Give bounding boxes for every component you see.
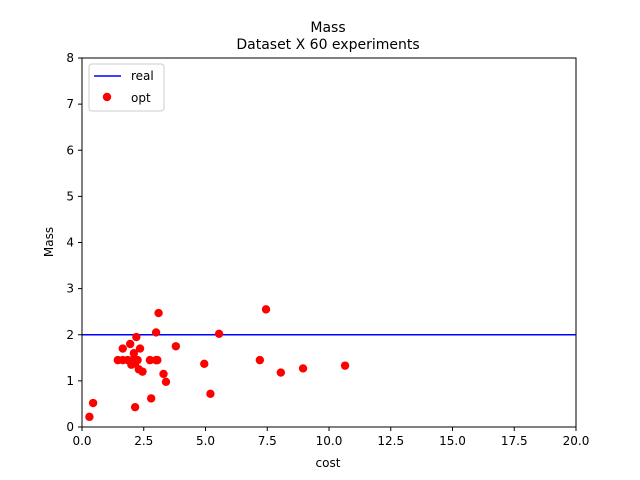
opt-point: [130, 402, 140, 412]
y-tick-label: 6: [66, 143, 74, 157]
opt-point: [133, 355, 142, 365]
opt-point: [161, 377, 171, 386]
y-axis-label: Mass: [42, 227, 56, 257]
legend-label-opt: opt: [131, 91, 151, 105]
opt-point: [146, 394, 156, 403]
opt-point: [88, 398, 98, 408]
opt-point: [298, 364, 308, 373]
opt-point: [171, 342, 181, 351]
opt-point: [125, 339, 135, 349]
x-tick-label: 12.5: [377, 434, 404, 448]
opt-point: [159, 369, 168, 379]
y-tick-label: 8: [66, 51, 74, 65]
opt-point: [340, 361, 350, 370]
opt-point: [214, 329, 224, 339]
opt-point: [151, 328, 161, 337]
x-tick-label: 20.0: [563, 434, 590, 448]
opt-point: [206, 389, 215, 398]
opt-point: [200, 359, 209, 369]
x-axis-label: cost: [316, 456, 341, 470]
opt-point: [129, 349, 139, 358]
legend-marker-swatch: [102, 92, 112, 102]
chart-title: Mass: [310, 20, 345, 36]
opt-point: [145, 355, 155, 365]
plot-area: 0.0 2.5 5.0 7.5 10.0 12.5 15.0 17.5 20.0 0 1 2 3 4 5 6 7…: [66, 51, 589, 448]
opt-point: [85, 412, 94, 422]
opt-point: [135, 344, 145, 353]
x-tick-label: 15.0: [439, 434, 466, 448]
x-tick-label: 7.5: [258, 434, 277, 448]
x-tick-label: 2.5: [134, 434, 153, 448]
opt-point: [118, 344, 127, 353]
x-tick-label: 5.0: [196, 434, 215, 448]
opt-point: [132, 332, 141, 342]
chart-subtitle: Dataset X 60 experiments: [236, 37, 419, 53]
x-tick-label: 17.5: [501, 434, 528, 448]
y-tick-label: 1: [66, 374, 74, 388]
y-tick-label: 0: [66, 420, 74, 434]
opt-point: [138, 367, 147, 376]
y-tick-label: 5: [66, 189, 74, 203]
opt-point: [255, 355, 265, 365]
opt-point: [153, 355, 162, 365]
legend-label-real: real: [131, 69, 154, 83]
y-tick-label: 2: [66, 328, 74, 342]
y-tick-label: 3: [66, 282, 74, 296]
x-tick-label: 10.0: [316, 434, 343, 448]
x-tick-label: 0.0: [72, 434, 91, 448]
y-tick-label: 7: [66, 97, 74, 111]
opt-point: [261, 305, 271, 314]
legend: real opt: [88, 63, 165, 112]
opt-point: [276, 368, 286, 377]
y-tick-label: 4: [66, 236, 74, 250]
opt-point: [154, 308, 163, 318]
